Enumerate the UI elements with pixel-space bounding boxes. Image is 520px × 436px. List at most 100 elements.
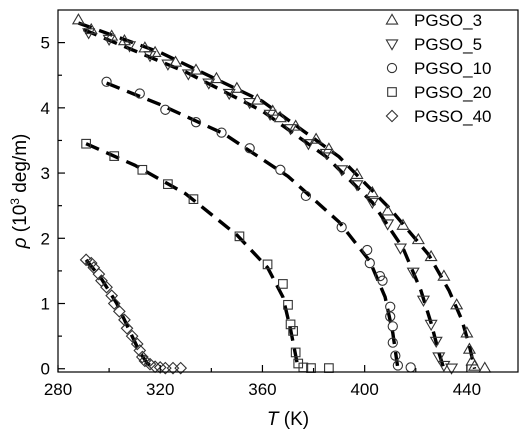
y-tick-label: 4 bbox=[41, 99, 50, 118]
data-point bbox=[105, 289, 119, 303]
data-point bbox=[273, 110, 287, 123]
x-tick-label: 280 bbox=[44, 380, 72, 399]
legend-item: PGSO_20 bbox=[387, 83, 492, 102]
data-point bbox=[107, 297, 121, 310]
data-point bbox=[137, 164, 148, 175]
data-point bbox=[143, 51, 157, 63]
data-point bbox=[202, 78, 216, 90]
data-point bbox=[364, 257, 375, 269]
data-point bbox=[209, 71, 224, 84]
data-point bbox=[381, 204, 395, 216]
data-point bbox=[300, 190, 312, 202]
data-point bbox=[243, 98, 257, 110]
data-point bbox=[362, 244, 373, 256]
legend-label: PGSO_40 bbox=[414, 107, 492, 126]
data-point bbox=[289, 119, 303, 131]
data-point bbox=[234, 231, 245, 242]
data-point bbox=[81, 138, 91, 149]
legend: PGSO_3 PGSO_5 PGSO_10 PGSO_20 PGSO_40 bbox=[385, 11, 492, 126]
fit-line-pgso-3 bbox=[77, 21, 477, 370]
data-point bbox=[322, 142, 336, 154]
fit-line-pgso-20 bbox=[85, 142, 300, 370]
fit-line-pgso-10 bbox=[105, 81, 400, 369]
y-axis-ticks: 0 1 2 3 4 5 bbox=[41, 34, 65, 379]
data-point bbox=[336, 222, 347, 233]
data-point bbox=[160, 104, 171, 115]
data-point bbox=[387, 337, 398, 348]
x-tick-label: 400 bbox=[350, 380, 378, 399]
legend-item: PGSO_10 bbox=[386, 59, 492, 78]
plot-frame bbox=[57, 9, 519, 373]
data-point bbox=[82, 28, 96, 40]
data-point bbox=[283, 299, 293, 310]
data-point bbox=[230, 81, 244, 93]
legend-item: PGSO_3 bbox=[385, 11, 482, 30]
data-points bbox=[71, 13, 492, 375]
data-point bbox=[125, 329, 139, 343]
fit-line-pgso-40 bbox=[84, 258, 157, 371]
data-point bbox=[216, 127, 227, 138]
x-axis-ticks: 280 320 360 400 440 bbox=[44, 365, 481, 399]
series-pgso-40 bbox=[79, 253, 188, 375]
x-tick-label: 440 bbox=[453, 380, 481, 399]
data-point bbox=[290, 347, 301, 358]
data-point bbox=[278, 279, 288, 289]
legend-label: PGSO_5 bbox=[414, 35, 482, 54]
data-point bbox=[130, 337, 144, 351]
y-axis-title: ρ (103 deg/m) bbox=[8, 134, 31, 250]
data-point bbox=[390, 350, 401, 361]
data-point bbox=[437, 269, 451, 281]
data-point bbox=[153, 361, 167, 374]
data-point bbox=[350, 180, 364, 192]
legend-label: PGSO_3 bbox=[414, 11, 482, 30]
series-pgso-5 bbox=[82, 28, 459, 375]
legend-marker bbox=[387, 87, 397, 97]
data-point bbox=[444, 363, 459, 375]
legend-item: PGSO_5 bbox=[385, 35, 482, 54]
data-point bbox=[405, 362, 416, 373]
data-point bbox=[222, 88, 236, 101]
data-point bbox=[283, 124, 298, 136]
data-point bbox=[460, 326, 474, 338]
series-pgso-20 bbox=[81, 138, 334, 373]
data-point bbox=[174, 361, 188, 375]
y-tick-label: 0 bbox=[41, 360, 50, 379]
data-point bbox=[396, 218, 410, 230]
data-point bbox=[301, 139, 316, 151]
x-tick-label: 360 bbox=[248, 380, 276, 399]
data-point bbox=[462, 342, 477, 354]
legend-marker bbox=[386, 62, 398, 74]
data-point bbox=[109, 151, 120, 161]
data-point bbox=[309, 132, 323, 144]
data-point bbox=[335, 165, 349, 177]
x-tick-label: 320 bbox=[146, 380, 174, 399]
data-point bbox=[411, 232, 425, 245]
data-point bbox=[138, 354, 152, 368]
legend-item: PGSO_40 bbox=[385, 107, 492, 126]
data-point bbox=[101, 76, 112, 87]
data-point bbox=[392, 360, 404, 371]
data-point bbox=[319, 148, 333, 161]
data-point bbox=[190, 117, 202, 128]
data-point bbox=[92, 267, 106, 281]
data-point bbox=[163, 179, 173, 190]
data-point bbox=[161, 59, 175, 71]
data-point bbox=[406, 267, 420, 279]
data-point bbox=[385, 311, 396, 322]
data-point bbox=[181, 69, 195, 81]
data-point bbox=[133, 344, 147, 357]
series-pgso-10 bbox=[101, 76, 416, 373]
data-point bbox=[285, 319, 296, 330]
legend-label: PGSO_10 bbox=[414, 59, 492, 78]
data-point bbox=[387, 321, 398, 332]
data-point bbox=[381, 219, 395, 231]
data-point bbox=[324, 363, 334, 373]
y-tick-label: 1 bbox=[41, 295, 50, 314]
data-point bbox=[122, 41, 137, 53]
data-point bbox=[275, 164, 286, 175]
data-point bbox=[135, 350, 149, 364]
data-point bbox=[134, 88, 145, 99]
data-point bbox=[424, 249, 438, 262]
data-point bbox=[263, 109, 277, 122]
